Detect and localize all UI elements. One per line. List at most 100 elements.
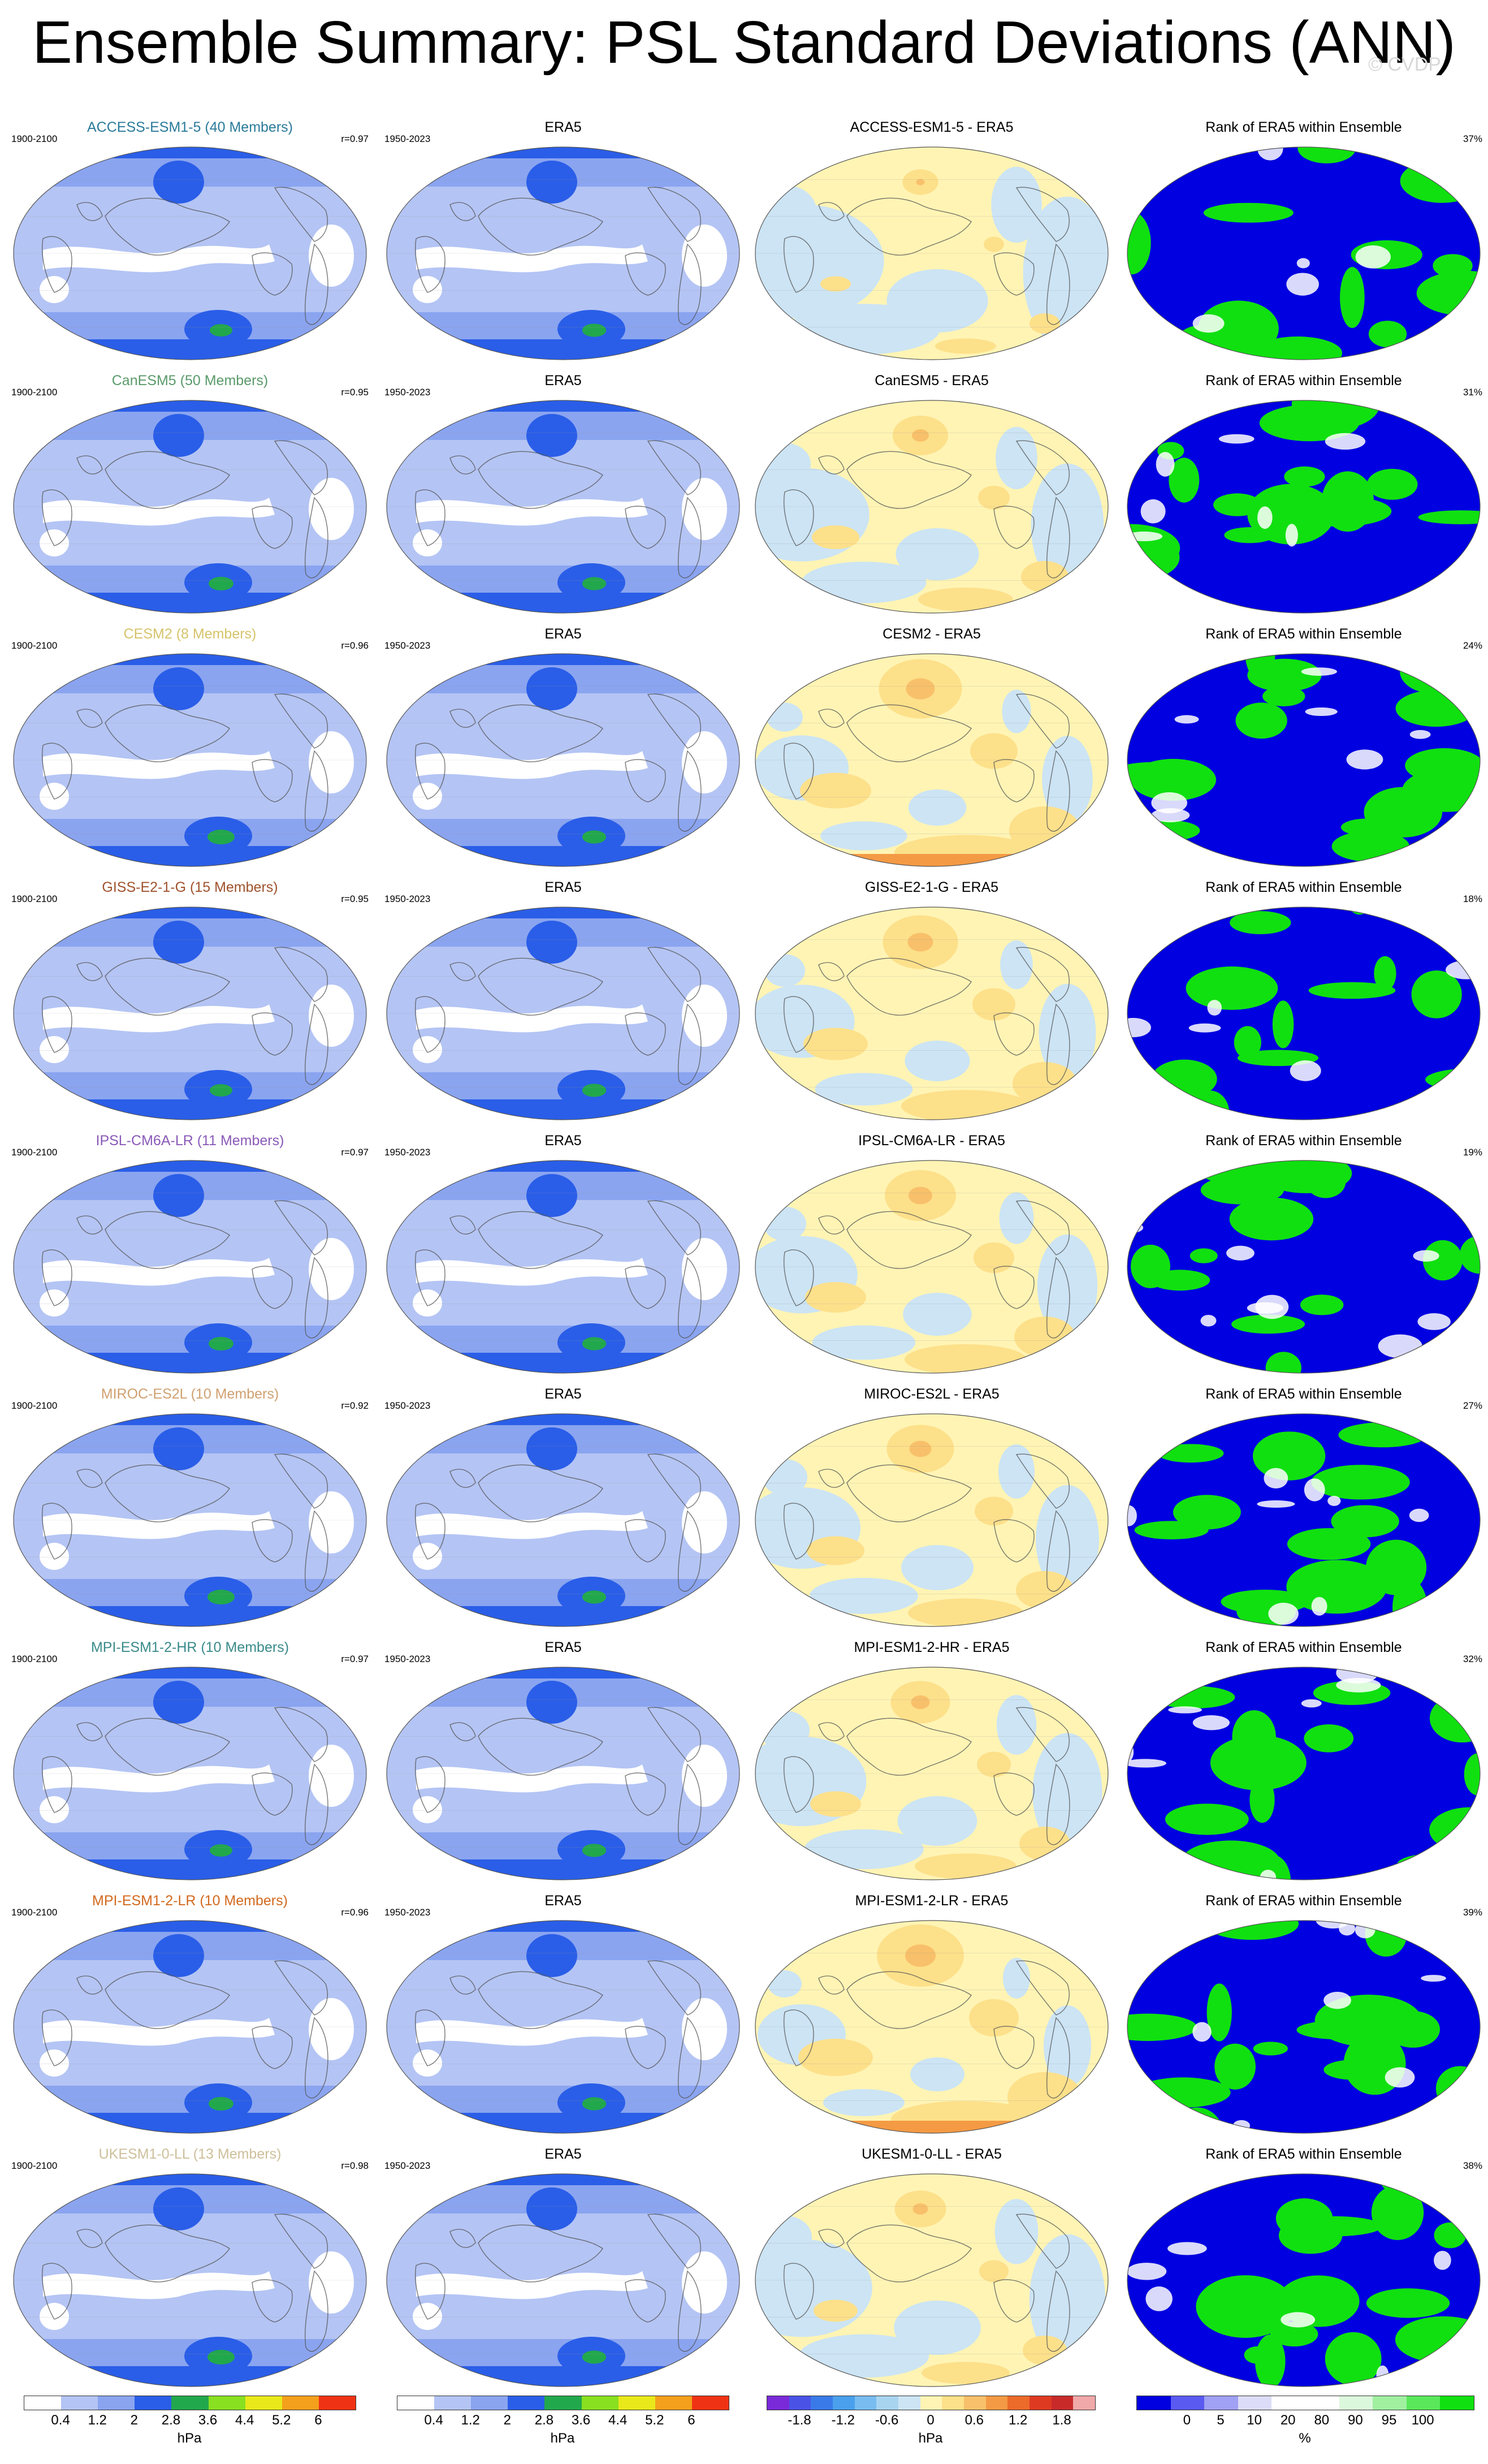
colorbar-unit: % [1299,2431,1311,2446]
colorbar-tick-label: 5.2 [272,2413,291,2428]
obs-years: 1950-2023 [384,1907,431,1918]
colorbar-tick-label: 10 [1247,2413,1262,2428]
colorbar-swatches [397,2396,729,2410]
colorbar-swatch [767,2396,789,2410]
colorbar-swatch [876,2396,899,2410]
colorbar-swatches [1136,2396,1474,2410]
model-years: 1900-2100 [11,133,58,144]
rank-svg [1127,400,1481,614]
difference-map [751,1916,1113,2138]
obs-std-panel: ERA5 1950-2023 [377,1131,750,1384]
difference-svg [755,1160,1109,1374]
colorbar-tick-label: 4.4 [608,2413,628,2428]
obs-std-map [382,143,744,364]
model-std-svg [13,1160,367,1374]
model-std-panel: ACCESS-ESM1-5 (40 Members) 1900-2100 r=0.9… [3,118,377,371]
colorbar-tick-label: 1.2 [88,2413,107,2428]
obs-std-map [382,1156,744,1378]
obs-std-svg [386,907,740,1120]
ensemble-row: UKESM1-0-LL (13 Members) 1900-2100 r=0.98 E… [0,2144,1488,2398]
model-std-panel: MPI-ESM1-2-LR (10 Members) 1900-2100 r=0.9… [3,1891,377,2144]
colorbar-tick-label: 4.4 [235,2413,254,2428]
colorbar-tick-label: -0.6 [875,2413,899,2428]
rank-title: Rank of ERA5 within Ensemble [1205,1639,1402,1655]
obs-std-map [382,1409,744,1631]
rank-title: Rank of ERA5 within Ensemble [1205,1133,1402,1149]
rank-map [1123,1663,1485,1884]
rank-map [1123,649,1485,871]
rank-svg [1127,907,1481,1120]
difference-title: UKESM1-0-LL - ERA5 [862,2146,1002,2162]
colorbar-swatch [811,2396,833,2410]
pattern-correlation: r=0.97 [341,1654,369,1664]
pattern-correlation: r=0.97 [341,133,369,144]
colorbar-tick-label: -1.2 [831,2413,855,2428]
obs-title: ERA5 [544,2146,582,2162]
model-std-panel: IPSL-CM6A-LR (11 Members) 1900-2100 r=0.97 [3,1131,377,1384]
difference-panel: CESM2 - ERA5 [745,624,1118,878]
obs-std-map [382,1663,744,1884]
colorbar-tick-label: 0.4 [51,2413,70,2428]
obs-years: 1950-2023 [384,1400,431,1411]
model-std-svg [13,400,367,614]
diff-colorbar: -1.8 -1.2 -0.6 0 0.6 1.2 1.8 hPa [767,2396,1096,2458]
std-obs-colorbar: 0.4 1.2 2 2.8 3.6 4.4 5.2 6 hPa [397,2396,729,2458]
obs-years: 1950-2023 [384,640,431,651]
colorbar-tick-label: 3.6 [198,2413,218,2428]
colorbar-swatch [1170,2396,1205,2410]
model-title: MIROC-ES2L (10 Members) [101,1386,279,1402]
model-title: IPSL-CM6A-LR (11 Members) [96,1133,284,1149]
rank-percent: 39% [1463,1907,1482,1918]
obs-title: ERA5 [544,1133,582,1149]
colorbar-swatch [964,2396,986,2410]
model-std-panel: CanESM5 (50 Members) 1900-2100 r=0.95 [3,371,377,624]
difference-map [751,396,1113,618]
ensemble-row: GISS-E2-1-G (15 Members) 1900-2100 r=0.95 E… [0,878,1488,1131]
model-std-svg [13,1413,367,1627]
difference-panel: IPSL-CM6A-LR - ERA5 [745,1131,1118,1384]
rank-svg [1127,1667,1481,1880]
rank-panel: Rank of ERA5 within Ensemble 18% [1117,878,1488,1131]
model-title: ACCESS-ESM1-5 (40 Members) [87,119,293,135]
rank-title: Rank of ERA5 within Ensemble [1205,1893,1402,1909]
model-years: 1900-2100 [11,1147,58,1158]
colorbar-unit: hPa [550,2431,575,2446]
difference-svg [755,1667,1109,1880]
obs-std-panel: ERA5 1950-2023 [377,371,750,624]
model-years: 1900-2100 [11,2160,58,2171]
pattern-correlation: r=0.95 [341,387,369,398]
rank-svg [1127,146,1481,360]
colorbar-swatch [24,2396,62,2410]
colorbar-tick-label: 5 [1217,2413,1225,2428]
colorbar-tick-label: 80 [1314,2413,1330,2428]
obs-std-svg [386,1413,740,1627]
colorbar-tick-label: 6 [314,2413,322,2428]
colorbar-tick-label: 100 [1411,2413,1434,2428]
colorbar-swatch [898,2396,920,2410]
model-std-map [9,1156,371,1378]
model-std-panel: MPI-ESM1-2-HR (10 Members) 1900-2100 r=0.9… [3,1638,377,1891]
rank-percent: 38% [1463,2160,1482,2171]
colorbar-swatch [1339,2396,1373,2410]
model-years: 1900-2100 [11,1907,58,1918]
model-std-svg [13,907,367,1120]
obs-years: 1950-2023 [384,1147,431,1158]
difference-title: MPI-ESM1-2-HR - ERA5 [854,1639,1010,1655]
obs-years: 1950-2023 [384,133,431,144]
colorbar-tick-label: 6 [687,2413,695,2428]
rank-map [1123,143,1485,364]
obs-title: ERA5 [544,879,582,895]
difference-panel: MPI-ESM1-2-LR - ERA5 [745,1891,1118,2144]
colorbar-swatch [789,2396,811,2410]
rank-svg [1127,1920,1481,2134]
model-years: 1900-2100 [11,387,58,398]
colorbar-swatch [1271,2396,1305,2410]
difference-svg [755,653,1109,867]
colorbar-swatch [691,2396,729,2410]
rank-title: Rank of ERA5 within Ensemble [1205,626,1402,642]
rank-title: Rank of ERA5 within Ensemble [1205,119,1402,135]
colorbar-swatch [1406,2396,1441,2410]
model-title: UKESM1-0-LL (13 Members) [98,2146,282,2162]
colorbar-tick-label: 2 [503,2413,512,2428]
